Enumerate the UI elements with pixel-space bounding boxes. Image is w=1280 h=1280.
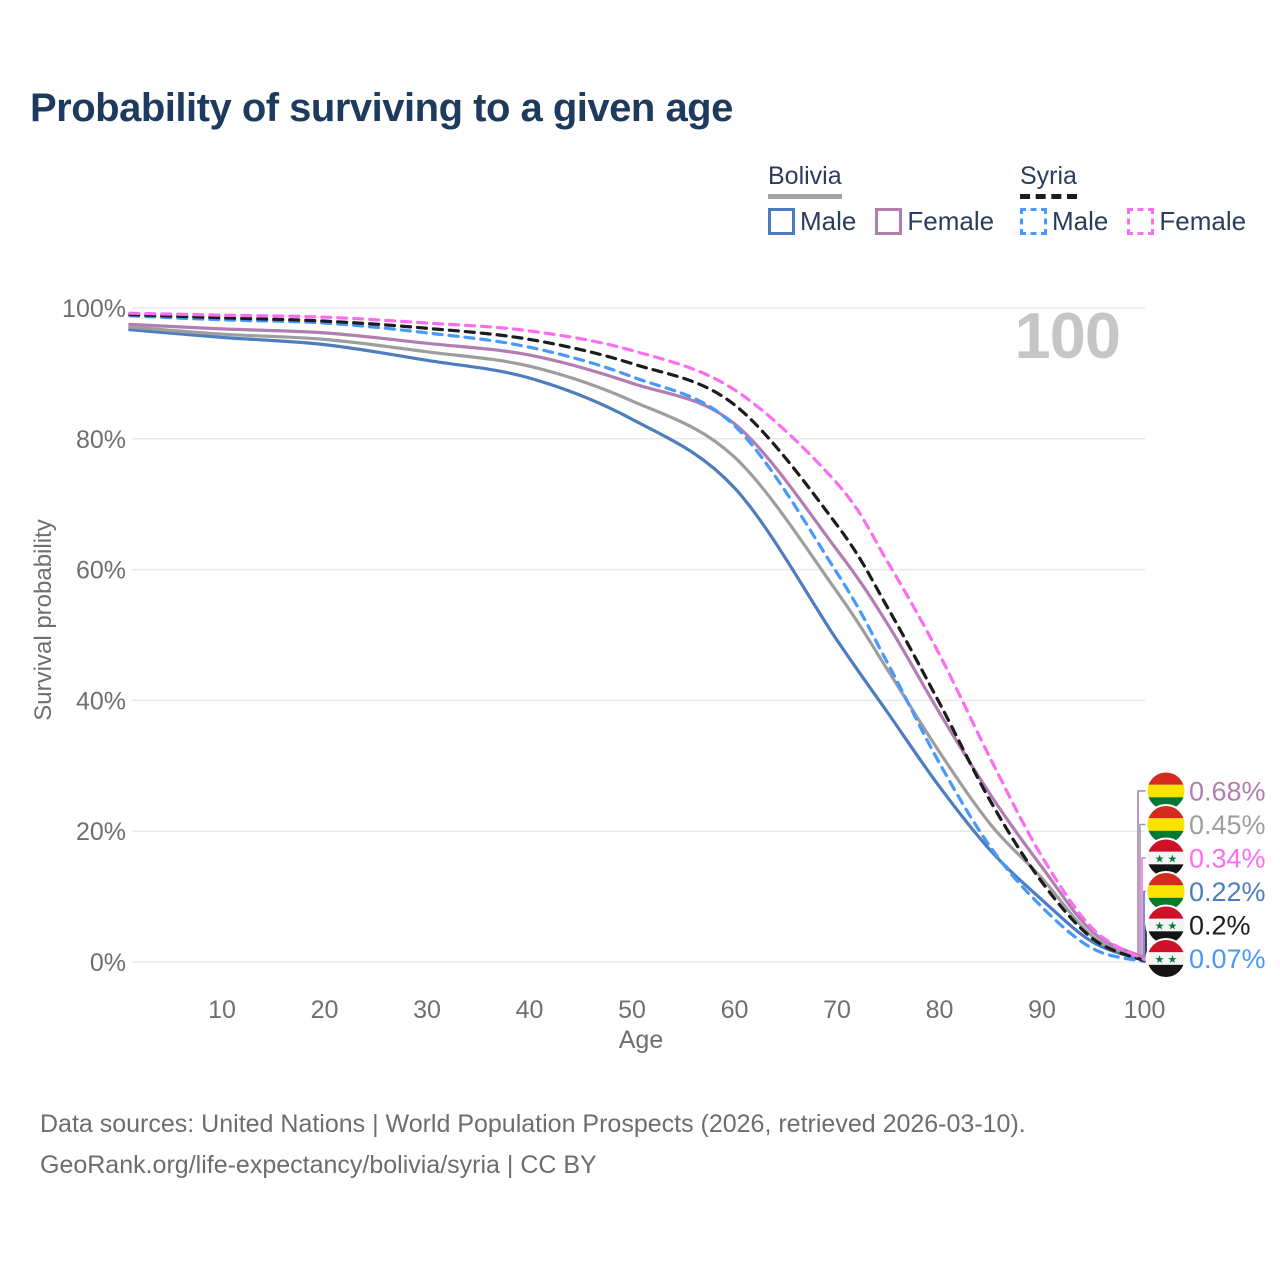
series-line-syria-male[interactable] xyxy=(128,314,1147,964)
series-line-bolivia-male[interactable] xyxy=(128,328,1147,963)
x-tick-label-30: 30 xyxy=(413,996,441,1024)
attribution-line: GeoRank.org/life-expectancy/bolivia/syri… xyxy=(40,1151,597,1179)
x-tick-label-10: 10 xyxy=(208,996,236,1024)
syria-female-swatch-icon xyxy=(1127,208,1155,235)
x-tick-label-50: 50 xyxy=(618,996,646,1024)
end-label-bolivia-male: 0.22% xyxy=(1189,877,1266,907)
flag-ring xyxy=(1145,938,1187,979)
end-label-bolivia: 0.45% xyxy=(1189,810,1266,840)
x-tick-label-70: 70 xyxy=(823,996,851,1024)
legend-item-bolivia-male[interactable]: Male xyxy=(768,206,856,237)
y-axis-title: Survival probability xyxy=(30,519,57,721)
y-tick-label-80: 80% xyxy=(76,426,126,454)
syria-flag-stars: ★ ★ xyxy=(1155,854,1178,866)
legend-group-title-bolivia: Bolivia xyxy=(768,162,842,199)
syria-male-swatch-icon xyxy=(1020,208,1047,235)
legend-item-syria-male[interactable]: Male xyxy=(1020,206,1108,237)
y-tick-label-60: 60% xyxy=(76,557,126,585)
footer: Data sources: United Nations | World Pop… xyxy=(40,1104,1026,1186)
legend-item-bolivia-female[interactable]: Female xyxy=(875,206,994,237)
syria-flag-stars: ★ ★ xyxy=(1155,954,1178,966)
legend-label: Male xyxy=(800,206,857,236)
x-tick-label-90: 90 xyxy=(1028,996,1056,1024)
bolivia-female-swatch-icon xyxy=(875,208,903,235)
data-sources-line: Data sources: United Nations | World Pop… xyxy=(40,1110,1026,1138)
legend-group-bolivia: Bolivia Male Female xyxy=(768,162,994,237)
end-label-syria-male: 0.07% xyxy=(1189,944,1266,974)
y-tick-label-0: 0% xyxy=(90,949,126,977)
chart-title: Probability of surviving to a given age xyxy=(30,86,733,130)
legend-label: Male xyxy=(1052,206,1109,236)
x-tick-label-40: 40 xyxy=(516,996,544,1024)
x-tick-label-100: 100 xyxy=(1124,996,1166,1024)
y-tick-label-100: 100% xyxy=(62,295,126,323)
legend-label: Female xyxy=(1159,206,1247,236)
end-label-syria-female: 0.34% xyxy=(1189,844,1266,874)
x-tick-label-20: 20 xyxy=(311,996,339,1024)
syria-flag-icon: ★ ★ xyxy=(1147,939,1185,978)
age-counter-watermark: 100 xyxy=(1014,299,1121,372)
y-tick-label-40: 40% xyxy=(76,687,126,715)
legend-item-syria-female[interactable]: Female xyxy=(1127,206,1246,237)
x-tick-label-80: 80 xyxy=(926,996,954,1024)
legend-group-syria: Syria Male Female xyxy=(1020,162,1246,237)
syria-flag-stars: ★ ★ xyxy=(1155,921,1178,933)
y-tick-label-20: 20% xyxy=(76,818,126,846)
legend-label: Female xyxy=(907,206,995,236)
legend-items-syria: Male Female xyxy=(1020,206,1246,237)
series-line-bolivia[interactable] xyxy=(128,325,1147,961)
x-tick-label-60: 60 xyxy=(721,996,749,1024)
series-line-bolivia-female[interactable] xyxy=(128,322,1147,960)
series-line-syria[interactable] xyxy=(128,312,1147,963)
bolivia-male-swatch-icon xyxy=(768,208,795,235)
legend-group-title-syria: Syria xyxy=(1020,162,1077,199)
end-label-bolivia-female: 0.68% xyxy=(1189,777,1266,807)
x-axis-title: Age xyxy=(618,1026,664,1054)
series-line-syria-female[interactable] xyxy=(128,311,1147,962)
legend-items-bolivia: Male Female xyxy=(768,206,994,237)
end-label-syria: 0.2% xyxy=(1189,911,1251,941)
